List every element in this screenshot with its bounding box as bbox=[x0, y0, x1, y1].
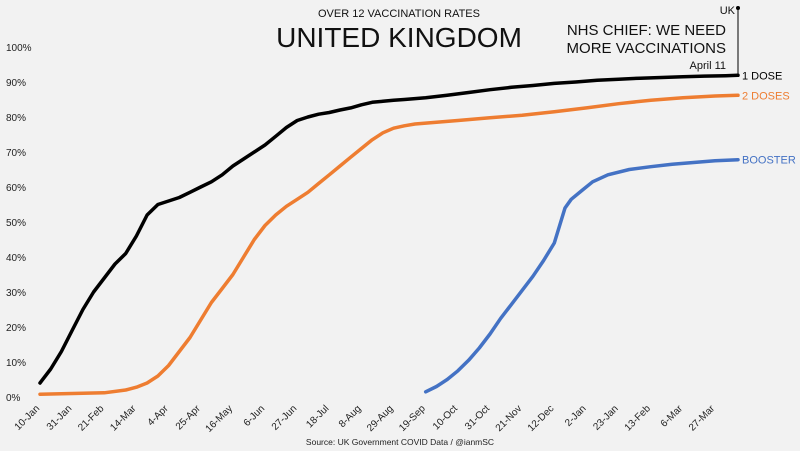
annotation-dot bbox=[736, 6, 740, 10]
y-tick-label: 80% bbox=[6, 113, 26, 124]
series-layer: 1 DOSE 2 DOSES BOOSTER bbox=[38, 70, 796, 396]
chart-source: Source: UK Government COVID Data / @ianm… bbox=[306, 437, 494, 447]
series-label-1-dose: 1 DOSE bbox=[742, 70, 782, 82]
series-label-2-doses: 2 DOSES bbox=[742, 90, 790, 102]
series-line-1-dose bbox=[38, 73, 740, 385]
annotation-headline-1: NHS CHIEF: WE NEED bbox=[567, 22, 726, 39]
chart-subtitle: OVER 12 VACCINATION RATES bbox=[318, 8, 480, 20]
annotation-marker bbox=[736, 6, 740, 76]
annotation-date: April 11 bbox=[690, 60, 726, 72]
series-line-booster bbox=[423, 157, 740, 394]
y-tick-label: 20% bbox=[6, 323, 26, 334]
y-axis: 0% 10% 20% 30% 40% 50% 60% 70% 80% 90% 100% bbox=[6, 43, 32, 404]
annotation-region: UK bbox=[720, 5, 736, 17]
annotation-headline-2: MORE VACCINATIONS bbox=[567, 40, 726, 57]
series-line-2-doses bbox=[38, 93, 740, 396]
y-tick-label: 10% bbox=[6, 358, 26, 369]
y-tick-label: 60% bbox=[6, 183, 26, 194]
y-tick-label: 40% bbox=[6, 253, 26, 264]
y-tick-label: 90% bbox=[6, 78, 26, 89]
chart-title: UNITED KINGDOM bbox=[276, 22, 522, 53]
y-tick-label: 100% bbox=[6, 43, 32, 54]
series-label-booster: BOOSTER bbox=[742, 155, 796, 167]
y-tick-label: 70% bbox=[6, 148, 26, 159]
y-tick-label: 50% bbox=[6, 218, 26, 229]
y-tick-label: 0% bbox=[6, 393, 21, 404]
y-tick-label: 30% bbox=[6, 288, 26, 299]
